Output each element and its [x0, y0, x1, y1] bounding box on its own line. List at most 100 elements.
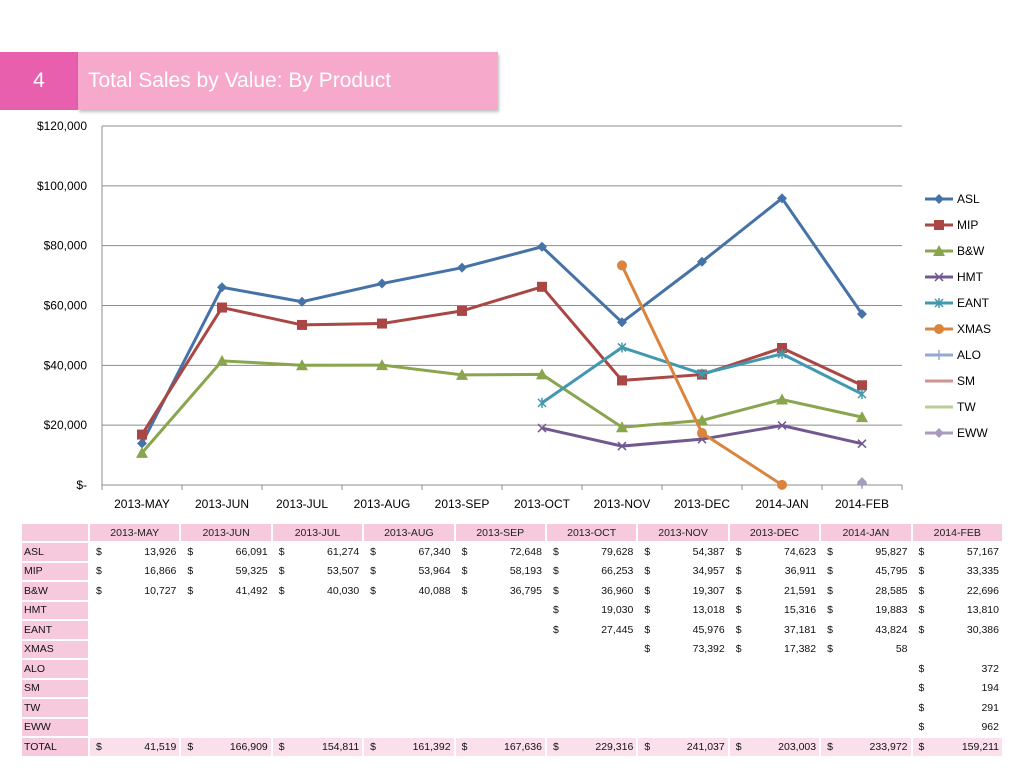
legend-marker-asl: [934, 194, 944, 204]
table-cell: $57,167: [912, 543, 1002, 561]
cell-value: 45,795: [875, 565, 908, 578]
cell-value: 241,037: [686, 740, 725, 753]
currency-symbol: $: [96, 584, 102, 597]
currency-symbol: $: [96, 740, 102, 753]
table-cell: $21,591: [729, 582, 820, 600]
currency-symbol: $: [552, 740, 559, 753]
table-cell: $15,316: [729, 601, 820, 619]
cell-value: 72,648: [509, 545, 542, 558]
x-tick-label: 2013-JUL: [276, 497, 328, 511]
x-tick-label: 2013-MAY: [114, 497, 170, 511]
cell-value: 34,957: [692, 565, 725, 578]
currency-symbol: $: [827, 584, 833, 597]
row-label: B&W: [22, 582, 88, 600]
data-point-asl: [857, 308, 867, 319]
cell-value: 154,811: [321, 740, 360, 753]
legend-label-alo: ALO: [957, 348, 981, 362]
table-cell: [455, 601, 545, 619]
cell-value: 40,030: [327, 584, 360, 597]
cell-value: 61,274: [327, 545, 360, 558]
cell-value: 58: [895, 643, 908, 656]
row-label: EWW: [22, 718, 88, 736]
data-point-eant: [857, 389, 867, 400]
table-cell: $67,340: [364, 543, 454, 561]
table-cell: $159,211: [912, 738, 1002, 756]
currency-symbol: $: [735, 545, 742, 558]
table-row: ALO $372: [22, 660, 1002, 678]
data-point-hmt: [777, 420, 787, 431]
table-cell: $194: [912, 679, 1002, 697]
legend-label-asl: ASL: [957, 192, 980, 206]
table-cell: $73,392: [638, 640, 728, 658]
table-cell: [455, 640, 545, 658]
table-cell: [181, 660, 271, 678]
table-row: MIP $16,866 $59,325 $53,507 $53,964 $58,193 $6…: [22, 562, 1002, 580]
currency-symbol: $: [644, 623, 651, 636]
row-label: ASL: [22, 543, 88, 561]
cell-value: 13,018: [692, 604, 725, 617]
data-point-hmt: [617, 441, 627, 451]
cell-value: 13,926: [144, 545, 177, 558]
table-cell: $27,445: [546, 621, 637, 639]
currency-symbol: $: [461, 545, 468, 558]
currency-symbol: $: [96, 545, 102, 558]
table-cell: [90, 660, 180, 678]
currency-symbol: $: [461, 565, 468, 578]
legend-label-mip: MIP: [957, 218, 978, 232]
legend-label-tw: TW: [957, 400, 976, 414]
cell-value: 13,810: [966, 604, 999, 617]
table-cell: $13,926: [90, 543, 180, 561]
data-point-mip: [137, 429, 147, 440]
currency-symbol: $: [735, 740, 742, 753]
table-column-header: 2013-AUG: [364, 524, 454, 541]
cell-value: 203,003: [778, 740, 817, 753]
cell-value: 41,492: [235, 584, 268, 597]
table-cell: $40,030: [272, 582, 363, 600]
currency-symbol: $: [552, 584, 559, 597]
table-cell: [272, 679, 363, 697]
currency-symbol: $: [278, 740, 285, 753]
table-cell: $74,623: [729, 543, 820, 561]
table-cell: [181, 718, 271, 736]
data-point-xmas: [697, 427, 707, 438]
table-cell: [272, 699, 363, 717]
table-cell: $241,037: [638, 738, 728, 756]
table-cell: $203,003: [729, 738, 820, 756]
table-cell: [90, 699, 180, 717]
data-point-asl: [217, 282, 227, 293]
table-cell: $19,883: [821, 601, 911, 619]
table-cell: [455, 699, 545, 717]
table-cell: $40,088: [364, 582, 454, 600]
cell-value: 161,392: [412, 740, 451, 753]
data-point-mip: [617, 375, 627, 386]
data-point-b-w: [376, 359, 388, 371]
cell-value: 53,964: [418, 565, 451, 578]
table-cell: [181, 640, 271, 658]
currency-symbol: $: [278, 584, 285, 597]
data-point-b-w: [296, 359, 308, 371]
cell-value: 73,392: [692, 643, 725, 656]
legend-marker-mip: [934, 220, 944, 230]
table-cell: [821, 660, 911, 678]
table-cell: [364, 660, 454, 678]
currency-symbol: $: [461, 584, 468, 597]
table-cell: $19,307: [638, 582, 728, 600]
data-point-asl: [457, 262, 467, 273]
table-cell: [455, 621, 545, 639]
table-cell: [181, 699, 271, 717]
table-row: B&W $10,727 $41,492 $40,030 $40,088 $36,795 $3…: [22, 582, 1002, 600]
cell-value: 167,636: [503, 740, 542, 753]
data-point-eant: [777, 348, 787, 359]
row-label: EANT: [22, 621, 88, 639]
currency-symbol: $: [827, 565, 833, 578]
currency-symbol: $: [278, 565, 285, 578]
table-column-header: 2013-DEC: [729, 524, 820, 541]
currency-symbol: $: [187, 740, 194, 753]
legend-label-eant: EANT: [957, 296, 990, 310]
x-tick-label: 2013-OCT: [514, 497, 571, 511]
cell-value: 67,340: [418, 545, 451, 558]
table-cell: $233,972: [821, 738, 911, 756]
y-tick-label: $40,000: [44, 358, 88, 372]
table-cell: $229,316: [546, 738, 637, 756]
table-cell: $41,519: [90, 738, 180, 756]
